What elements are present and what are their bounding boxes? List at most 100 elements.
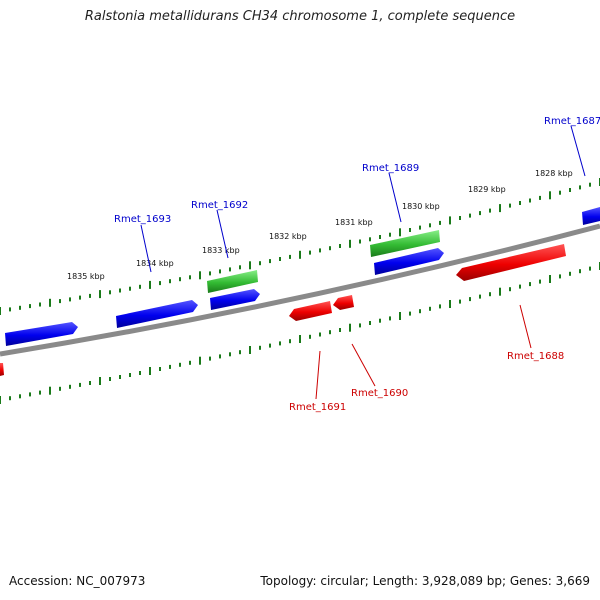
inner-scale-tick: [409, 311, 411, 316]
inner-scale-tick: [429, 306, 431, 311]
gene-box-rna[interactable]: [207, 270, 258, 293]
outer-scale-tick: [319, 248, 321, 253]
gene-labels: Rmet_1693 Rmet_1692 Rmet_1689 Rmet_1687 …: [114, 116, 600, 413]
outer-scale-tick: [119, 288, 121, 293]
inner-scale-tick: [489, 292, 491, 297]
gene-arrow-reverse[interactable]: [456, 244, 566, 281]
outer-scale-tick: [19, 305, 21, 310]
inner-scale-tick: [499, 287, 501, 296]
outer-scale-tick: [199, 271, 201, 280]
outer-scale-tick: [429, 223, 431, 228]
inner-scale-tick: [359, 323, 361, 328]
outer-scale-tick: [519, 201, 521, 205]
inner-scale-tick: [459, 299, 461, 304]
outer-scale-tick: [549, 191, 551, 200]
gene-arrow-reverse[interactable]: [0, 363, 4, 376]
gene-arrow-reverse[interactable]: [333, 295, 354, 310]
gene-arrow-forward[interactable]: [5, 322, 78, 346]
inner-scale-tick: [179, 362, 181, 367]
inner-scale-tick: [349, 323, 351, 332]
outer-scale-tick: [59, 299, 61, 304]
inner-scale-tick: [99, 377, 101, 385]
inner-scale-tick: [119, 375, 121, 379]
inner-scale-tick: [479, 294, 481, 299]
inner-scale-tick: [329, 330, 331, 335]
inner-scale-tick: [89, 381, 91, 385]
gene-label-rmet-1693[interactable]: Rmet_1693: [114, 214, 171, 225]
inner-scale-tick: [339, 328, 341, 332]
outer-scale-tick: [29, 304, 31, 309]
outer-scale-tick: [499, 204, 501, 213]
gene-label-rmet-1692[interactable]: Rmet_1692: [191, 200, 248, 211]
inner-scale-tick: [49, 386, 51, 395]
scale-label-1830: 1830 kbp: [402, 202, 440, 211]
inner-scale-tick: [149, 367, 151, 375]
inner-scale-tick: [199, 356, 201, 365]
outer-scale-tick: [9, 307, 11, 312]
scale-label-1832: 1832 kbp: [269, 232, 307, 241]
scale-label-1834: 1834 kbp: [136, 259, 174, 268]
scale-label-1831: 1831 kbp: [335, 218, 373, 227]
inner-scale-tick: [79, 382, 81, 387]
outer-scale-tick: [469, 213, 471, 218]
outer-scale-tick: [219, 269, 221, 274]
scale-label-1829: 1829 kbp: [468, 185, 506, 194]
inner-scale-tick: [289, 339, 291, 344]
gene-arrow-forward[interactable]: [116, 300, 198, 328]
chromosome-backbone: [0, 223, 600, 357]
outer-scale-tick: [359, 239, 361, 244]
inner-scale-tick: [549, 275, 551, 283]
outer-scale-tick: [79, 295, 81, 300]
inner-scale-tick: [0, 396, 1, 404]
gene-arrow-forward[interactable]: [210, 289, 260, 310]
outer-scale-tick: [449, 216, 451, 225]
scale-labels: 1835 kbp 1834 kbp 1833 kbp 1832 kbp 1831…: [67, 169, 573, 281]
outer-scale-tick: [369, 237, 371, 242]
outer-scale-tick: [299, 250, 301, 259]
outer-scale-tick: [189, 275, 191, 280]
outer-scale-tick: [269, 259, 271, 264]
inner-scale-tick: [449, 300, 451, 308]
outer-scale-tick: [559, 190, 561, 195]
gene-label-rmet-1687[interactable]: Rmet_1687: [544, 116, 600, 127]
inner-scale-tick: [569, 271, 571, 276]
outer-scale-tick: [109, 290, 111, 295]
outer-scale-tick: [149, 280, 151, 289]
inner-scale-tick: [59, 386, 61, 391]
outer-scale-tick: [529, 198, 531, 203]
outer-scale-tick: [419, 225, 421, 230]
inner-scale-tick: [69, 384, 71, 389]
gene-arrow-forward[interactable]: [374, 248, 444, 275]
outer-scale-tick: [489, 208, 491, 213]
outer-scale-tick: [539, 195, 541, 200]
inner-scale-tick: [469, 297, 471, 302]
inner-scale-tick: [109, 377, 111, 381]
inner-scale-tick: [29, 392, 31, 397]
gene-label-rmet-1690[interactable]: Rmet_1690: [351, 388, 408, 399]
inner-scale-tick: [209, 356, 211, 361]
inner-scale-tick: [9, 396, 11, 401]
outer-scale-tick: [279, 257, 281, 261]
outer-scale-tick: [179, 277, 181, 282]
gene-label-rmet-1691[interactable]: Rmet_1691: [289, 402, 346, 413]
inner-scale-tick: [529, 282, 531, 287]
gene-arrow-reverse[interactable]: [289, 301, 332, 321]
outer-scale-tick: [39, 302, 41, 307]
rna-genes: [207, 230, 440, 293]
inner-scale-tick: [169, 364, 171, 369]
gene-arrow-forward[interactable]: [582, 207, 600, 225]
inner-scale-tick: [589, 266, 591, 271]
outer-scale-tick: [289, 254, 291, 259]
outer-scale-tick: [569, 188, 571, 192]
inner-scale-tick: [369, 321, 371, 325]
inner-scale-tick: [259, 345, 261, 350]
inner-scale-tick: [249, 346, 251, 354]
outer-scale-tick: [99, 290, 101, 299]
gene-label-rmet-1689[interactable]: Rmet_1689: [362, 163, 419, 174]
outer-scale-tick: [389, 232, 391, 237]
outer-scale-tick: [69, 297, 71, 302]
gene-box-rna[interactable]: [370, 230, 440, 257]
inner-scale-tick: [539, 279, 541, 284]
gene-label-rmet-1688[interactable]: Rmet_1688: [507, 351, 564, 362]
